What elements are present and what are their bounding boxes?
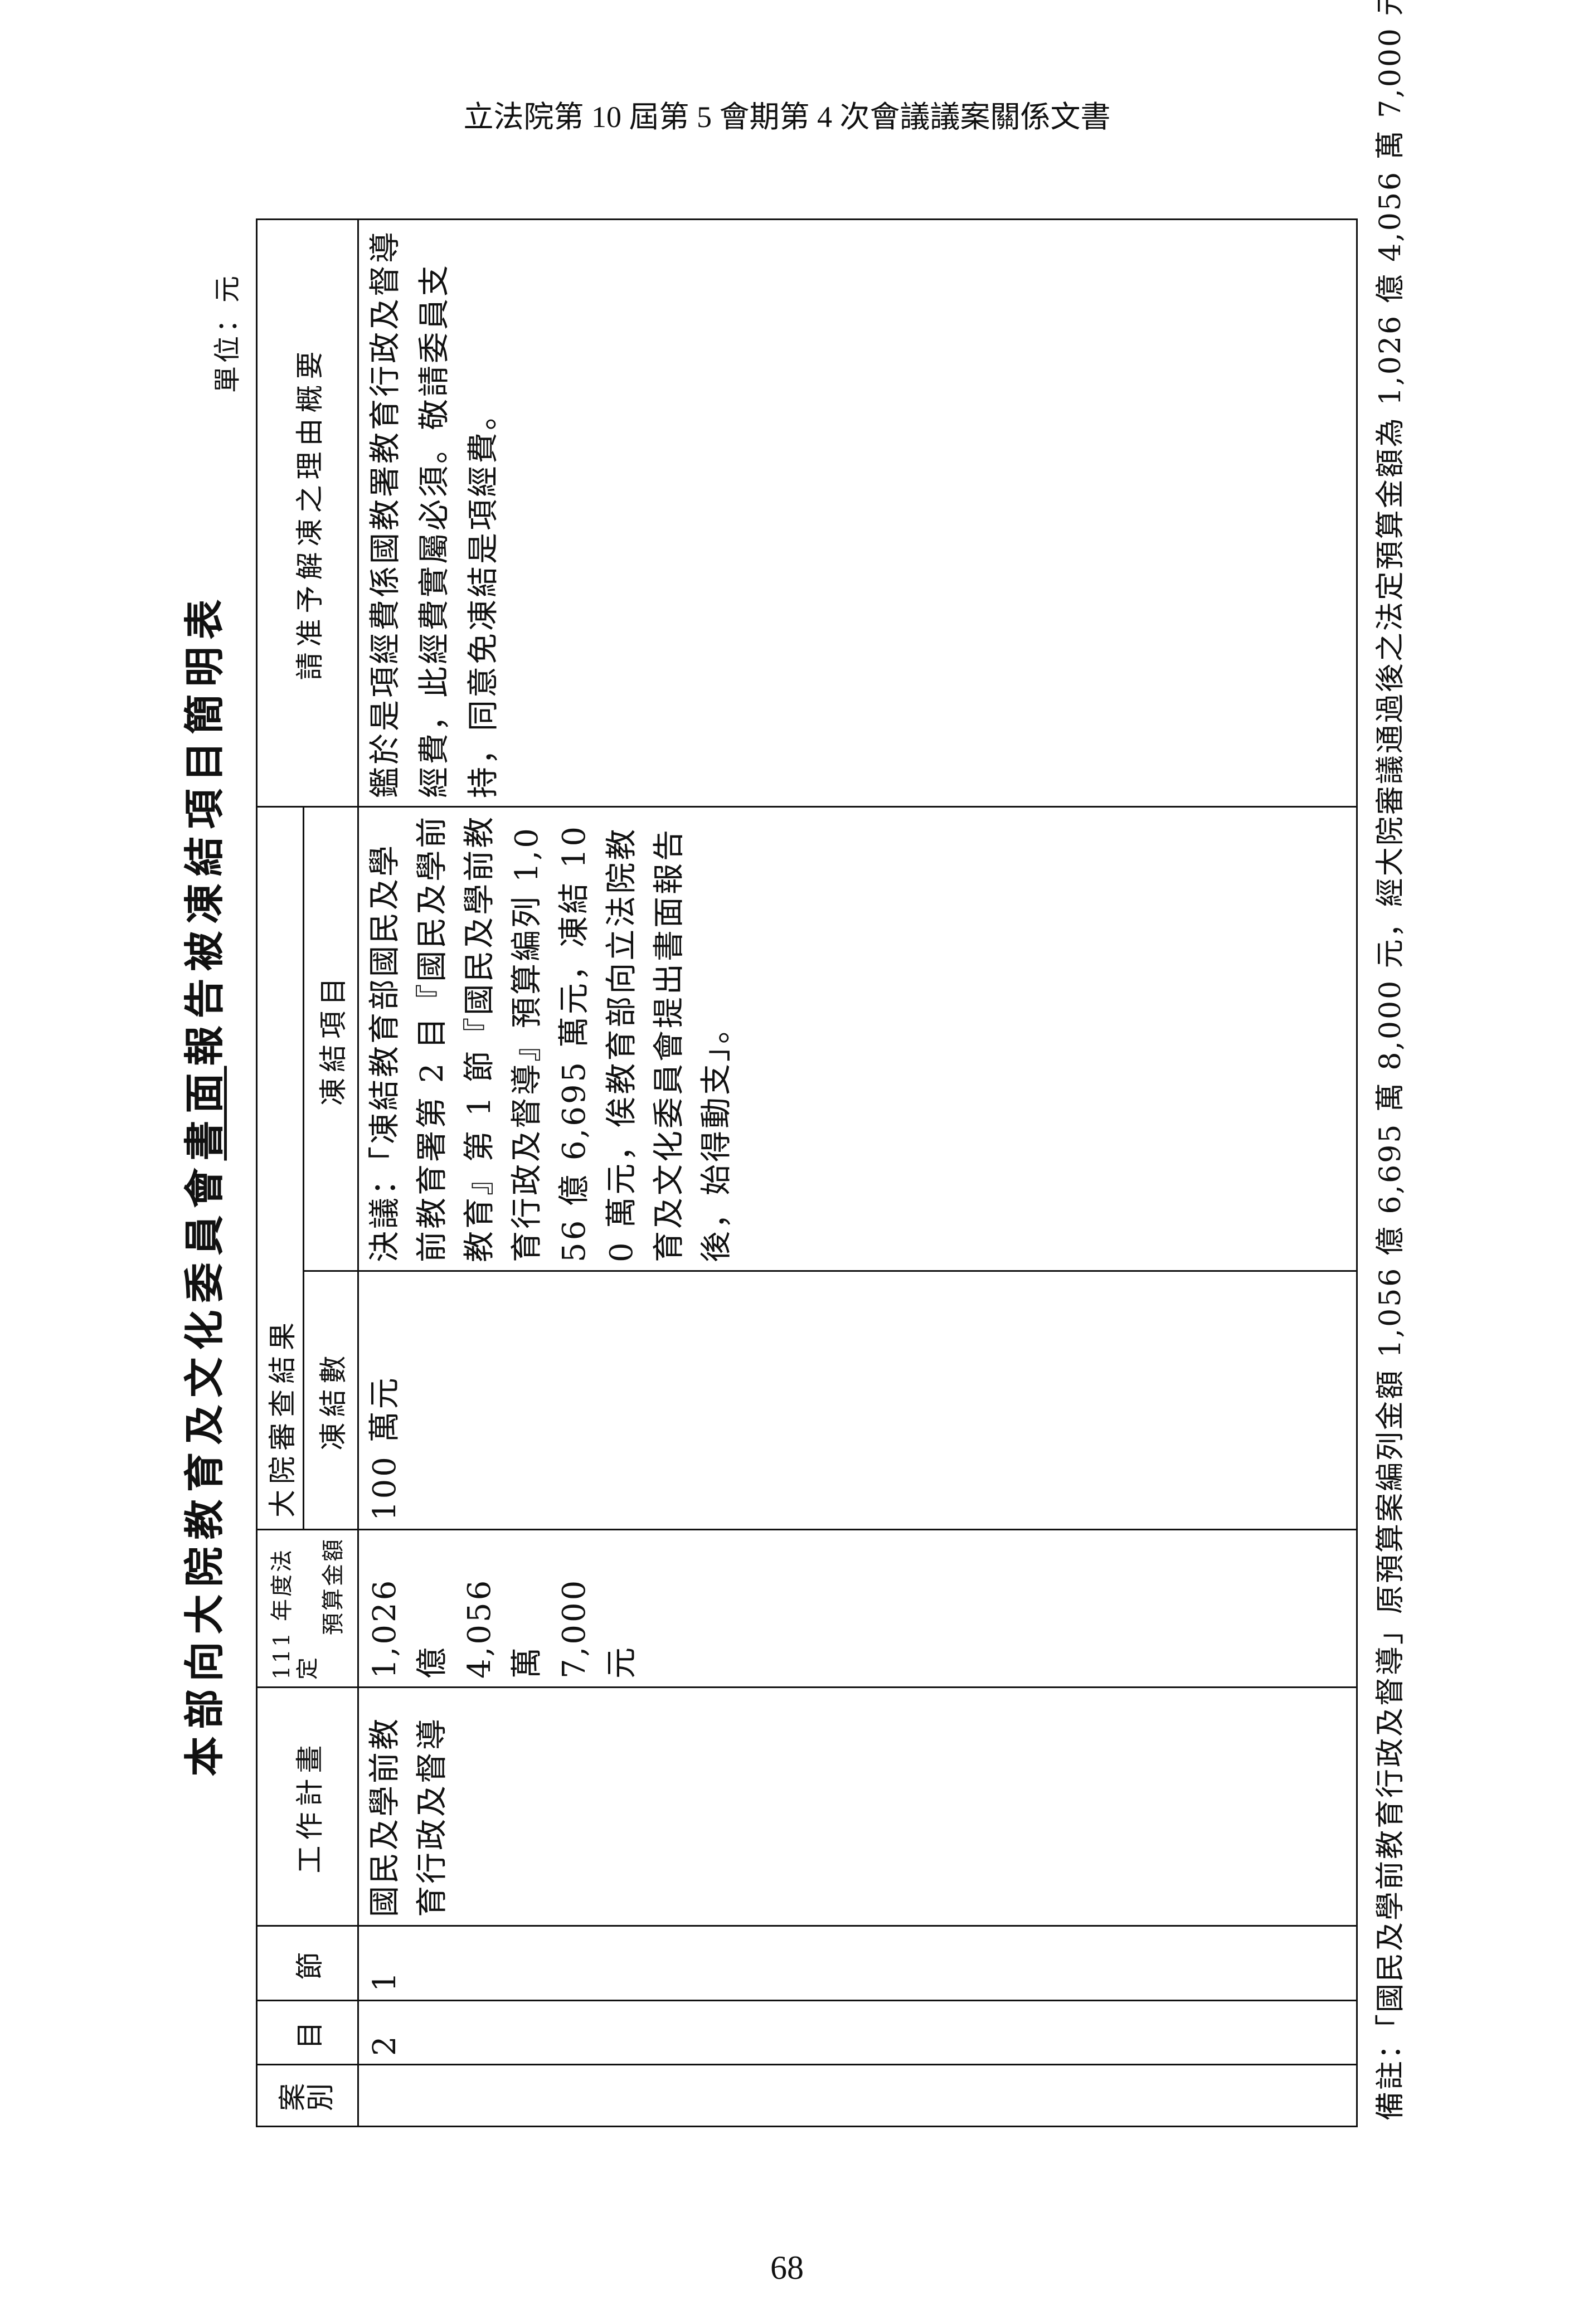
- title-underlined-part: 書面: [181, 1066, 228, 1161]
- header-frozen-item: 凍結項目: [303, 806, 358, 1271]
- header-case-type-label: 案別: [276, 2078, 337, 2111]
- unit-label: 單位：元: [212, 272, 243, 393]
- title-part-1: 本部向大院教育及文化委員會: [181, 1160, 228, 1777]
- header-budget: 111 年度法定 預算金額: [256, 1529, 358, 1688]
- cell-reason: 鑑於是項經費係國教署教育行政及督導經費，此經費實屬必須。敬請委員支持，同意免凍結…: [358, 219, 1357, 807]
- budget-line: 4,056 萬: [461, 1578, 545, 1679]
- cell-case-type: [358, 2064, 1357, 2127]
- cell-frozen-amount: 100 萬元: [358, 1271, 1357, 1530]
- page-number: 68: [770, 2249, 804, 2286]
- title-part-2: 報告被凍結項目簡明表: [181, 592, 228, 1066]
- header-item: 目: [256, 2000, 358, 2065]
- table-row: 2 1 國民及學前教育行政及督導 1,026 億 4,056 萬 7,000 元…: [358, 219, 1357, 2127]
- header-case-type: 案別: [256, 2064, 358, 2127]
- page-title: 本部向大院教育及文化委員會書面報告被凍結項目簡明表: [172, 215, 230, 2154]
- budget-line: 1,026 億: [367, 1578, 450, 1679]
- header-work-plan: 工作計畫: [256, 1687, 358, 1926]
- header-section: 節: [256, 1926, 358, 2001]
- rotated-landscape-content: 本部向大院教育及文化委員會書面報告被凍結項目簡明表 單位：元 案別 目 節 工作…: [162, 0, 1444, 2154]
- header-row-1: 案別 目 節 工作計畫 111 年度法定 預算金額 大院審查結果 請准予解凍之理…: [256, 219, 358, 2127]
- header-budget-line1: 111 年度法定: [269, 1547, 320, 1680]
- header-frozen-amount: 凍結數: [303, 1271, 358, 1530]
- header-budget-line2: 預算金額: [320, 1537, 346, 1635]
- footnote: 備註：「國民及學前教育行政及督導」原預算案編列金額 1,056 億 6,695 …: [1374, 0, 1407, 2121]
- cell-frozen-item: 決議：「凍結教育部國民及學前教育署第 2 目『國民及學前教育』第 1 節『國民及…: [358, 806, 1357, 1271]
- cell-work-plan: 國民及學前教育行政及督導: [358, 1687, 1357, 1926]
- budget-line: 7,000 元: [556, 1578, 640, 1679]
- running-header: 立法院第 10 屆第 5 會期第 4 次會議議案關係文書: [463, 100, 1111, 134]
- header-review-group: 大院審查結果: [256, 806, 304, 1530]
- cell-budget: 1,026 億 4,056 萬 7,000 元: [358, 1529, 1357, 1688]
- header-reason: 請准予解凍之理由概要: [256, 219, 358, 807]
- cell-item: 2: [358, 2000, 1357, 2065]
- cell-section: 1: [358, 1926, 1357, 2001]
- frozen-items-table: 案別 目 節 工作計畫 111 年度法定 預算金額 大院審查結果 請准予解凍之理…: [256, 218, 1358, 2127]
